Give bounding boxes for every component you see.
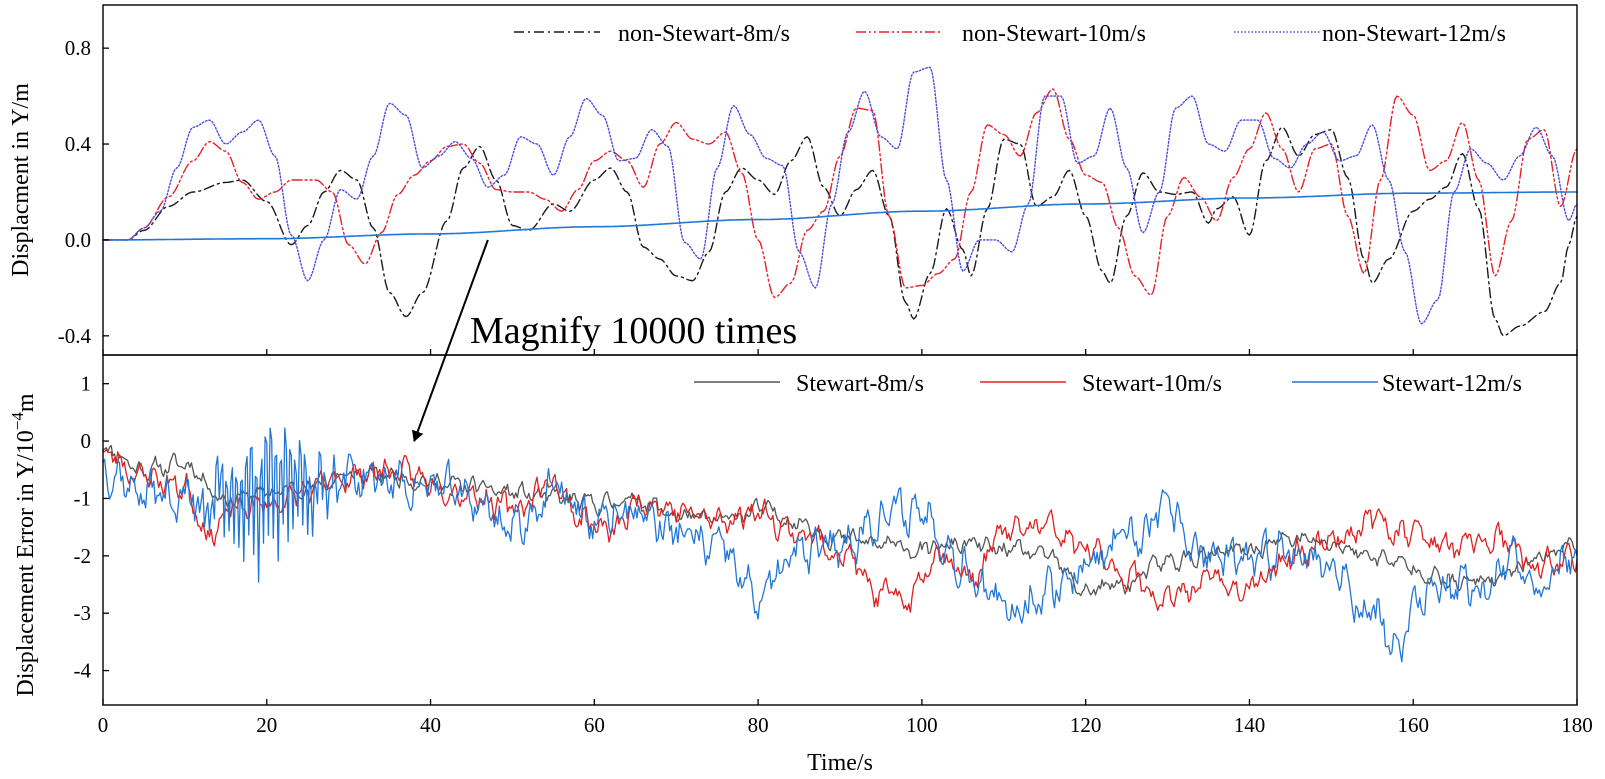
bottom-series-line-0 xyxy=(102,444,1578,597)
top-y-tick-label: -0.4 xyxy=(58,324,92,348)
x-axis-title: Time/s xyxy=(807,750,873,776)
magnify-annotation-text: Magnify 10000 times xyxy=(470,310,797,352)
bottom-series-line-2 xyxy=(102,427,1578,663)
top-legend: non-Stewart-8m/s non-Stewart-10m/s non-S… xyxy=(514,21,1506,47)
bottom-y-tick-label: -1 xyxy=(74,486,92,510)
top-series-line-0 xyxy=(102,126,1578,337)
bottom-series-line-1 xyxy=(102,449,1578,613)
top-series-line-1 xyxy=(102,88,1578,299)
bottom-series-group xyxy=(102,427,1578,663)
top-series-line-3 xyxy=(102,191,1578,241)
x-tick-label: 100 xyxy=(906,713,938,737)
bottom-y-axis-title-main: Displacement Error in Y/10 xyxy=(13,430,39,696)
bottom-y-tick-label: -4 xyxy=(74,659,92,683)
top-y-tick-label: 0.4 xyxy=(65,132,92,156)
top-series-line-2 xyxy=(102,66,1578,325)
x-tick-label: 40 xyxy=(420,713,441,737)
bottom-y-tick-label: 0 xyxy=(81,429,92,453)
bottom-y-tick-label: -2 xyxy=(74,544,92,568)
legend-label-stewart-8: Stewart-8m/s xyxy=(796,371,924,397)
legend-label-stewart-12: Stewart-12m/s xyxy=(1382,371,1522,397)
x-tick-label: 140 xyxy=(1234,713,1266,737)
x-tick-label: 20 xyxy=(256,713,277,737)
bottom-panel: 1 0 -1 -2 -3 -4 0 20 40 60 80 100 120 140 160 180 Stew… xyxy=(8,349,1593,776)
top-y-tick-label: 0.0 xyxy=(65,228,91,252)
bottom-y-tick-label: 1 xyxy=(81,372,92,396)
legend-label-non-stewart-8: non-Stewart-8m/s xyxy=(618,21,790,47)
x-tick-label: 80 xyxy=(748,713,769,737)
x-tick-label: 60 xyxy=(584,713,605,737)
x-tick-label: 160 xyxy=(1397,713,1429,737)
bottom-y-tick-label: -3 xyxy=(74,601,92,625)
x-tick-label: 0 xyxy=(98,713,109,737)
legend-label-stewart-10: Stewart-10m/s xyxy=(1082,371,1222,397)
x-tick-label: 180 xyxy=(1561,713,1593,737)
legend-label-non-stewart-10: non-Stewart-10m/s xyxy=(962,21,1146,47)
top-plot-frame xyxy=(102,4,1578,356)
top-y-tick-label: 0.8 xyxy=(65,36,91,60)
x-tick-label: 120 xyxy=(1070,713,1102,737)
bottom-y-ticks: 1 0 -1 -2 -3 -4 xyxy=(74,372,109,683)
top-y-ticks: -0.4 0.0 0.4 0.8 xyxy=(58,36,109,348)
magnify-annotation: Magnify 10000 times xyxy=(411,239,797,443)
legend-label-non-stewart-12: non-Stewart-12m/s xyxy=(1322,21,1506,47)
magnify-arrow xyxy=(411,239,489,443)
bottom-y-axis-title-exp: −4 xyxy=(8,412,27,431)
top-y-axis-title: Displacment in Y/m xyxy=(8,83,34,277)
bottom-legend: Stewart-8m/s Stewart-10m/s Stewart-12m/s xyxy=(694,371,1522,397)
top-panel: -0.4 0.0 0.4 0.8 non-Stewart-8m/s non-Stewa… xyxy=(8,4,1578,356)
bottom-y-axis-title-unit: m xyxy=(13,393,39,412)
bottom-y-axis-title: Displacement Error in Y/10−4m xyxy=(8,393,39,696)
bottom-plot-frame xyxy=(102,354,1578,706)
x-ticks: 0 20 40 60 80 100 120 140 160 180 xyxy=(98,349,1593,737)
top-series-group xyxy=(102,66,1578,337)
